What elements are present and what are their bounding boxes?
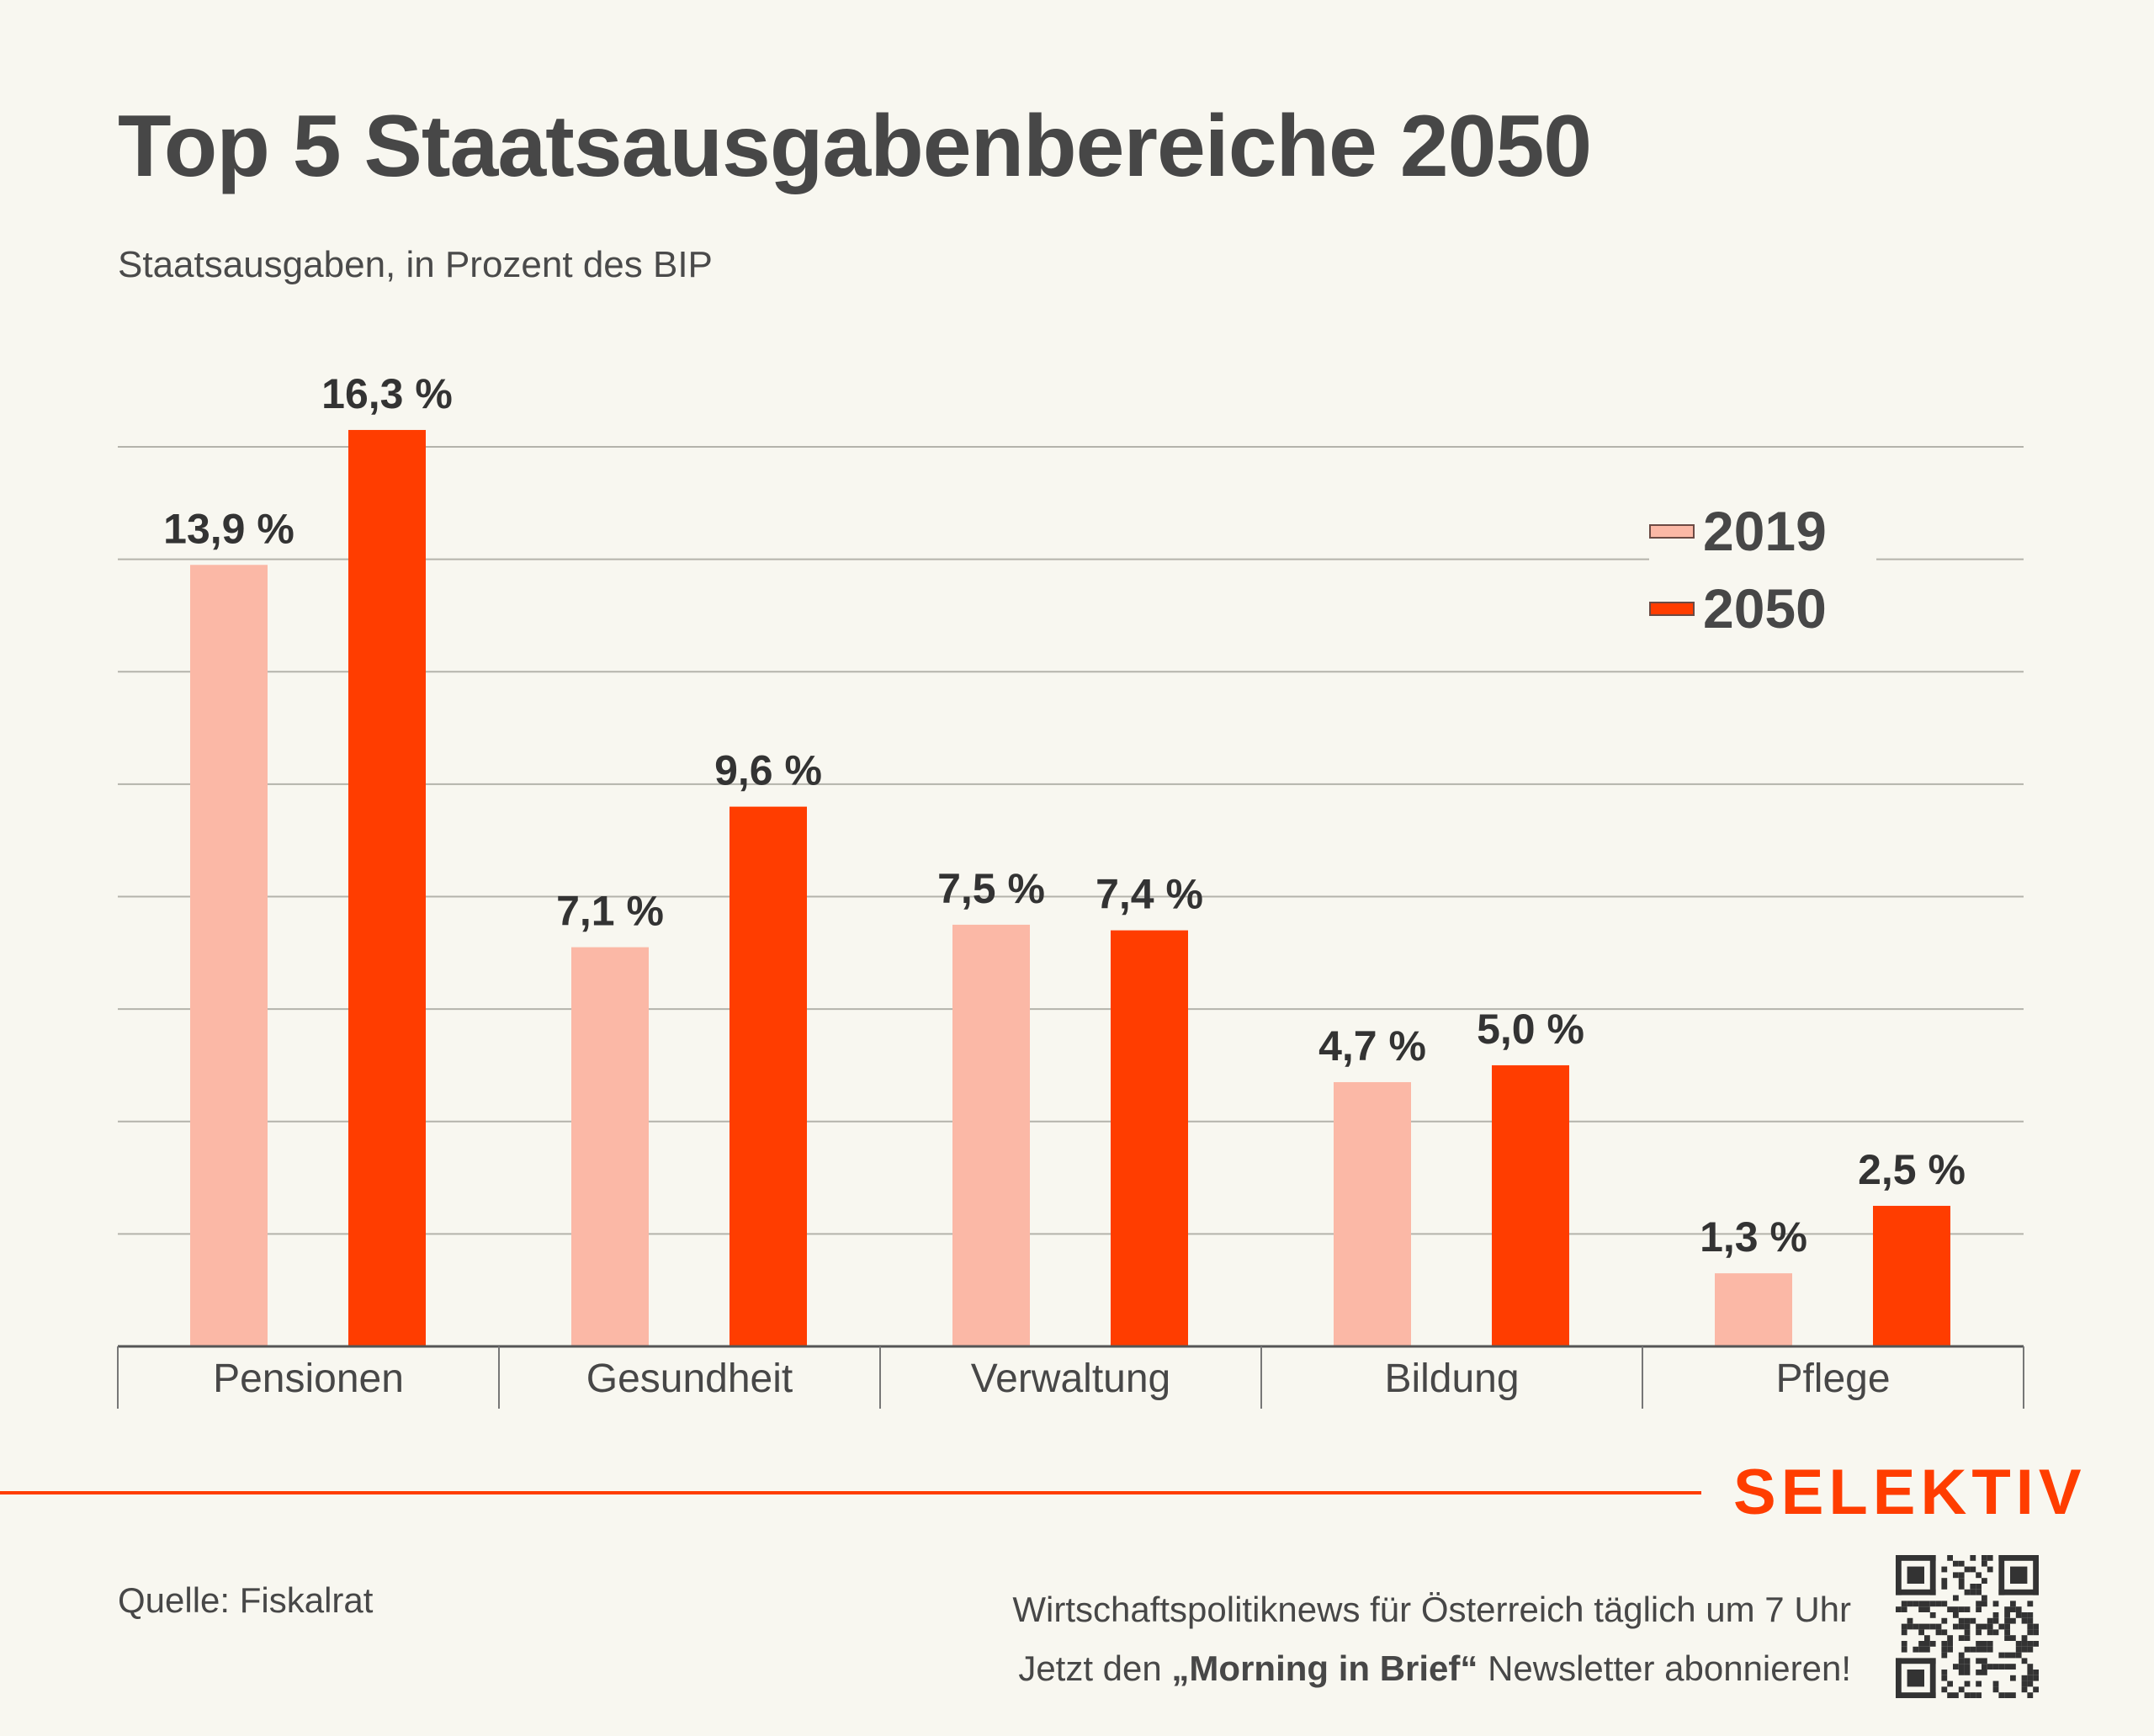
legend-item-2050: 2050 [1649,570,1827,647]
data-label-pensionen-2019: 13,9 % [163,505,294,552]
bar-pensionen-2019 [190,565,268,1346]
data-label-bildung-2050: 5,0 % [1477,1006,1584,1053]
data-labels: 13,9 % 7,1 % 7,5 % 4,7 % 1,3 % 16,3 % 9,6 % 7,4… [163,370,1966,1261]
bar-chart: 13,9 % 7,1 % 7,5 % 4,7 % 1,3 % 16,3 % 9,6 % 7,4… [117,370,2024,1409]
promo-post: Newsletter abonnieren! [1478,1648,1851,1688]
source-note: Quelle: Fiskalrat [118,1580,374,1620]
qr-code-icon[interactable] [1895,1555,2040,1698]
bar-gesundheit-2019 [571,947,649,1346]
bar-bildung-2050 [1492,1064,1569,1346]
category-label-gesundheit: Gesundheit [586,1356,793,1401]
chart-title: Top 5 Staatsausgabenbereiche 2050 [118,98,1592,195]
category-label-verwaltung: Verwaltung [971,1356,1171,1401]
legend-label-2019: 2019 [1703,500,1827,562]
bar-bildung-2019 [1334,1081,1411,1346]
data-label-pflege-2019: 1,3 % [1700,1213,1807,1261]
data-label-pensionen-2050: 16,3 % [321,370,453,417]
legend-swatch-2050 [1649,601,1695,616]
bar-pflege-2019 [1715,1273,1792,1346]
bar-verwaltung-2050 [1111,930,1188,1346]
bar-pflege-2050 [1873,1205,1950,1346]
data-label-verwaltung-2019: 7,5 % [937,865,1045,912]
legend-label-2050: 2050 [1703,577,1827,640]
promo-line-1: Wirtschaftspolitiknews für Österreich tä… [1012,1590,1851,1629]
legend: 2019 2050 [1649,492,1827,647]
legend-background [1649,539,1876,597]
data-label-bildung-2019: 4,7 % [1318,1022,1426,1070]
footer-divider [0,1491,1701,1494]
chart-subtitle: Staatsausgaben, in Prozent des BIP [118,244,713,285]
bar-gesundheit-2050 [729,806,807,1346]
category-label-pflege: Pflege [1775,1356,1890,1401]
x-axis: Pensionen Gesundheit Verwaltung Bildung Pfle… [117,1345,2024,1409]
brand-logo: SELEKTIV [1733,1457,2087,1528]
bars [190,429,1950,1346]
legend-item-2019: 2019 [1649,492,1827,570]
bar-pensionen-2050 [348,429,426,1346]
category-label-bildung: Bildung [1384,1356,1519,1401]
category-label-pensionen: Pensionen [213,1356,404,1401]
promo-newsletter-name: „Morning in Brief“ [1171,1648,1478,1688]
data-label-verwaltung-2050: 7,4 % [1096,871,1203,918]
promo-line-2[interactable]: Jetzt den „Morning in Brief“ Newsletter … [1012,1639,1851,1698]
legend-swatch-2019 [1649,523,1695,539]
data-label-gesundheit-2050: 9,6 % [714,747,822,794]
newsletter-promo: Wirtschaftspolitiknews für Österreich tä… [1012,1580,1851,1698]
data-label-pflege-2050: 2,5 % [1858,1146,1966,1193]
promo-pre: Jetzt den [1018,1648,1172,1688]
bar-verwaltung-2019 [952,924,1030,1346]
data-label-gesundheit-2019: 7,1 % [556,888,664,935]
